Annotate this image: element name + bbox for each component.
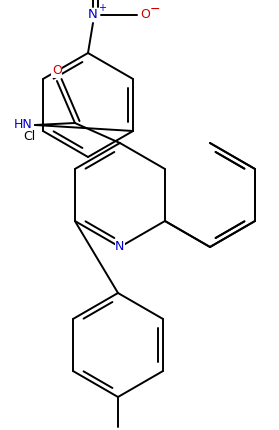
Text: +: + xyxy=(98,3,106,13)
Text: Cl: Cl xyxy=(23,129,35,142)
Text: N: N xyxy=(115,240,125,254)
Text: HN: HN xyxy=(14,119,32,132)
Text: O: O xyxy=(140,9,150,22)
Text: O: O xyxy=(52,64,62,77)
Text: −: − xyxy=(150,3,160,15)
Text: N: N xyxy=(88,9,98,22)
